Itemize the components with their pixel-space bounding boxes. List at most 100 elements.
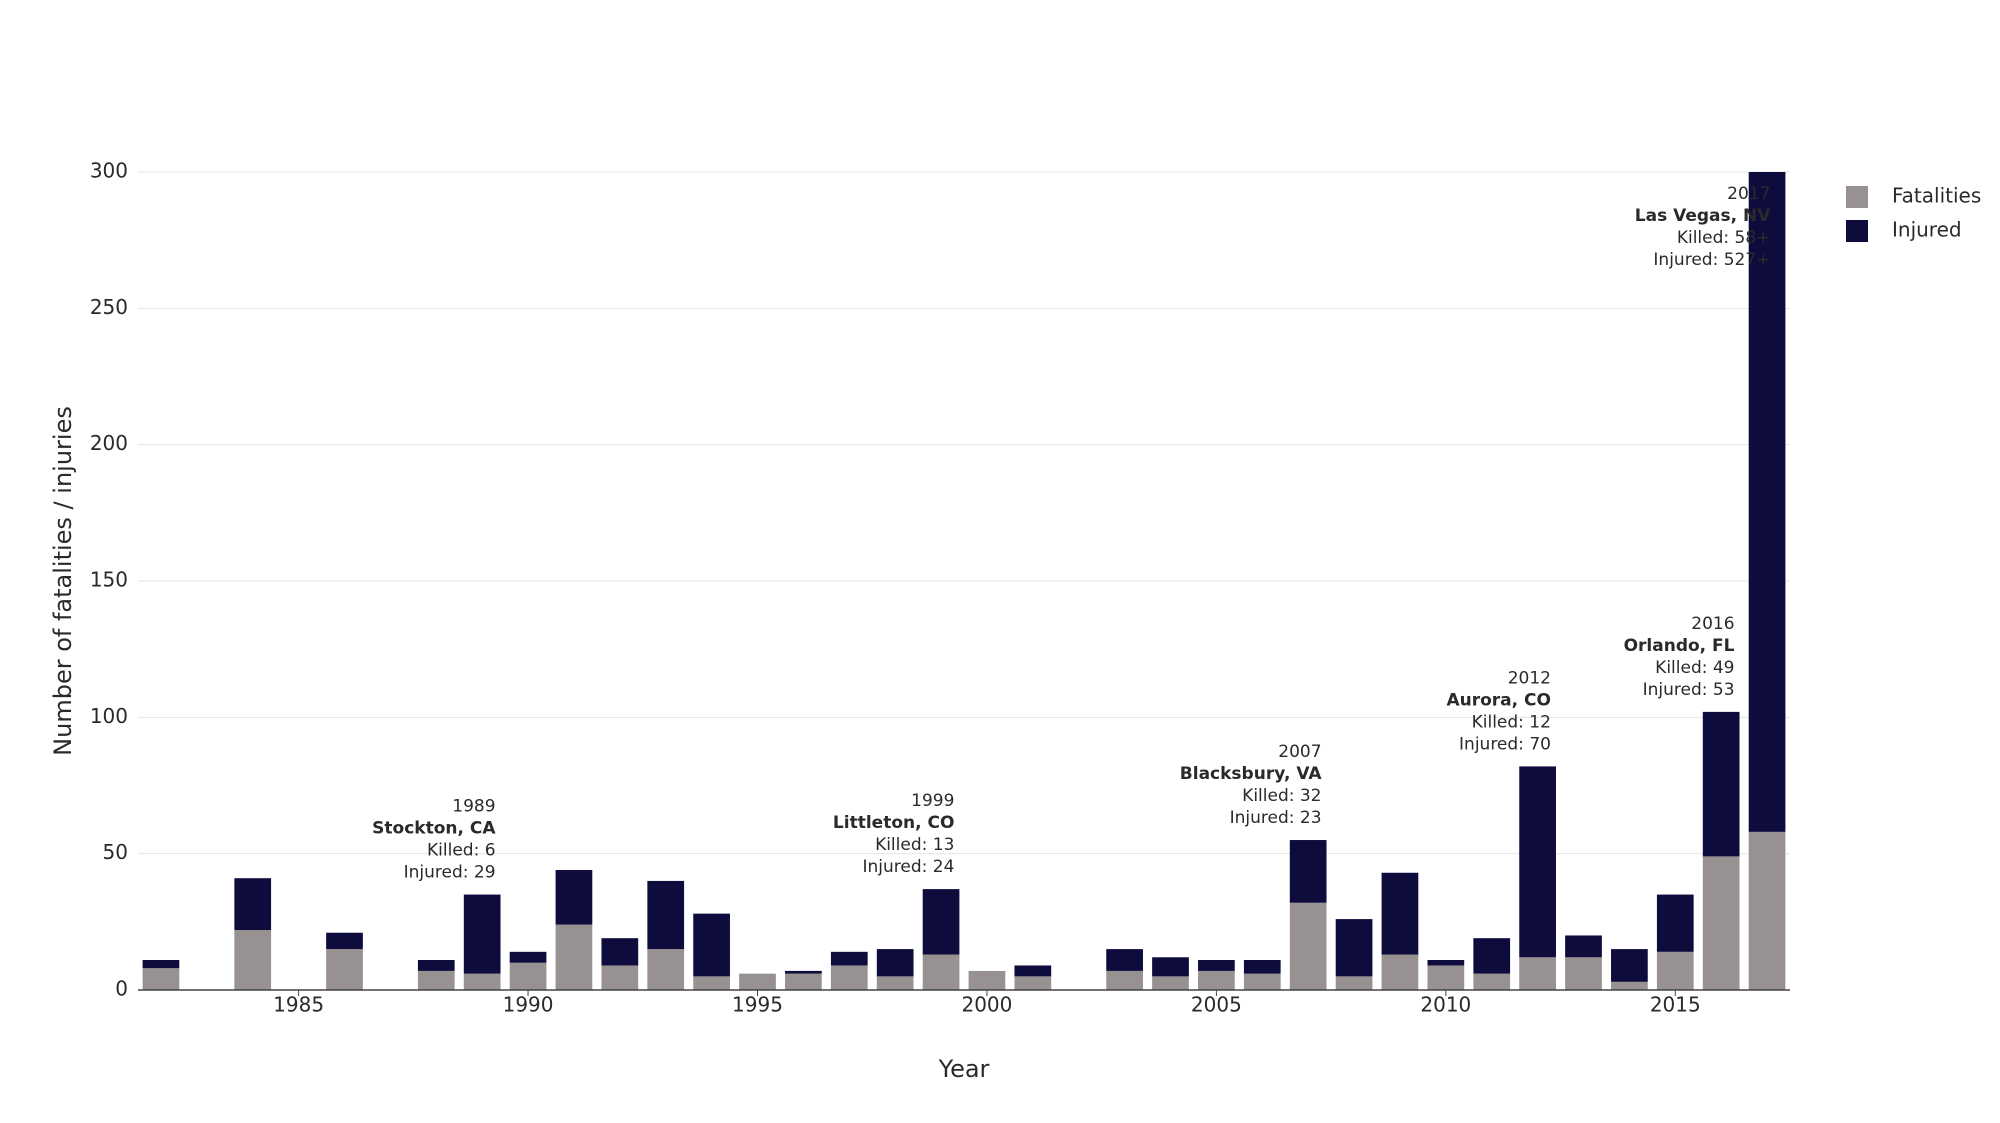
annotation-place: Orlando, FL	[1624, 636, 1735, 656]
annotation-place: Stockton, CA	[372, 819, 496, 839]
bar-segment	[1198, 970, 1235, 990]
annotation-year: 1989	[452, 797, 495, 817]
annotation-year: 2016	[1691, 614, 1734, 634]
bar-segment	[1427, 960, 1465, 966]
bar-segment	[1565, 935, 1602, 958]
bar-segment	[785, 970, 822, 974]
bar-segment	[968, 970, 1006, 990]
bar-segment	[463, 894, 501, 974]
annotation-year: 2012	[1508, 668, 1551, 688]
bar-segment	[1611, 949, 1648, 982]
bar-segment	[1289, 840, 1327, 903]
bar-segment	[1748, 831, 1786, 990]
bar-segment	[922, 889, 960, 955]
y-tick-label: 300	[90, 159, 128, 183]
annotation-year: 1999	[911, 791, 954, 811]
bars	[142, 172, 1786, 990]
x-tick-label: 2015	[1650, 993, 1701, 1017]
bar-segment	[509, 951, 547, 963]
bar-segment	[1473, 938, 1511, 974]
bar-segment	[1289, 902, 1327, 990]
bar-segment	[1427, 965, 1465, 990]
bar-segment	[417, 970, 455, 990]
bar-segment	[142, 968, 180, 990]
x-tick-label: 1990	[503, 993, 554, 1017]
annotation-place: Littleton, CO	[833, 813, 954, 833]
bar-segment	[785, 973, 822, 990]
bar-segment	[1519, 766, 1556, 958]
y-tick-label: 250	[90, 295, 128, 319]
x-tick-label: 1995	[732, 993, 783, 1017]
bar-segment	[1702, 711, 1740, 857]
annotation-injured: Injured: 29	[404, 863, 496, 883]
bar-segment	[693, 976, 730, 990]
annotation-injured: Injured: 527+	[1653, 250, 1770, 270]
annotation-place: Blacksbury, VA	[1180, 764, 1323, 784]
annotation-injured: Injured: 70	[1459, 734, 1551, 754]
bar-segment	[1014, 965, 1052, 977]
legend-label: Fatalities	[1892, 184, 1981, 208]
bar-segment	[1335, 976, 1373, 990]
bar-segment	[739, 973, 776, 990]
bar-segment	[1656, 894, 1694, 952]
bar-segment	[1014, 976, 1052, 990]
bar-segment	[1748, 172, 1786, 832]
bar-segment	[326, 949, 363, 990]
bar-segment	[601, 938, 639, 966]
legend-label: Injured	[1892, 218, 1962, 242]
annotation-injured: Injured: 53	[1643, 680, 1735, 700]
bar-segment	[1243, 960, 1281, 974]
y-tick-label: 150	[90, 568, 128, 592]
y-axis-title: Number of fatalities / injuries	[49, 406, 77, 756]
bar-segment	[463, 973, 501, 990]
bar-segment	[876, 976, 914, 990]
bar-segment	[601, 965, 639, 990]
bar-segment	[1611, 981, 1648, 990]
bar-segment	[876, 949, 914, 977]
y-tick-label: 0	[115, 977, 128, 1001]
annotation-place: Aurora, CO	[1446, 690, 1550, 710]
bar-segment	[1473, 973, 1511, 990]
bar-segment	[1106, 949, 1143, 971]
annotation-killed: Killed: 6	[427, 841, 496, 861]
annotation-year: 2017	[1727, 184, 1770, 204]
bar-segment	[830, 951, 868, 966]
bar-segment	[1656, 951, 1694, 990]
x-tick-label: 1985	[273, 993, 324, 1017]
bar-segment	[647, 880, 685, 950]
y-tick-label: 200	[90, 431, 128, 455]
bar-segment	[1198, 960, 1235, 971]
bar-segment	[142, 960, 180, 969]
bar-segment	[1152, 957, 1189, 977]
bar-segment	[1565, 957, 1602, 990]
annotation-injured: Injured: 23	[1230, 808, 1322, 828]
bar-segment	[1152, 976, 1189, 990]
bar-segment	[234, 930, 272, 990]
bar-segment	[1519, 957, 1556, 990]
bar-segment	[647, 949, 685, 990]
annotation-killed: Killed: 32	[1242, 786, 1321, 806]
bar-segment	[1243, 973, 1281, 990]
annotation-killed: Killed: 12	[1472, 712, 1551, 732]
annotation-injured: Injured: 24	[862, 857, 954, 877]
bar-segment	[234, 878, 272, 931]
x-axis-title: Year	[938, 1055, 990, 1083]
bar-segment	[417, 960, 455, 971]
bar-segment	[693, 913, 730, 977]
annotation-killed: Killed: 13	[875, 835, 954, 855]
annotation-place: Las Vegas, NV	[1635, 206, 1771, 226]
y-tick-label: 50	[103, 840, 128, 864]
bar-segment	[1702, 856, 1740, 990]
bar-segment	[1381, 872, 1419, 955]
bar-segment	[1381, 954, 1419, 990]
bar-segment	[509, 962, 547, 990]
bar-segment	[1106, 970, 1143, 990]
legend-swatch	[1846, 186, 1868, 208]
annotation-year: 2007	[1278, 742, 1321, 762]
annotation-killed: Killed: 49	[1655, 658, 1734, 678]
bar-segment	[555, 924, 593, 990]
x-tick-label: 2000	[961, 993, 1012, 1017]
x-tick-label: 2005	[1191, 993, 1242, 1017]
legend-swatch	[1846, 220, 1868, 242]
